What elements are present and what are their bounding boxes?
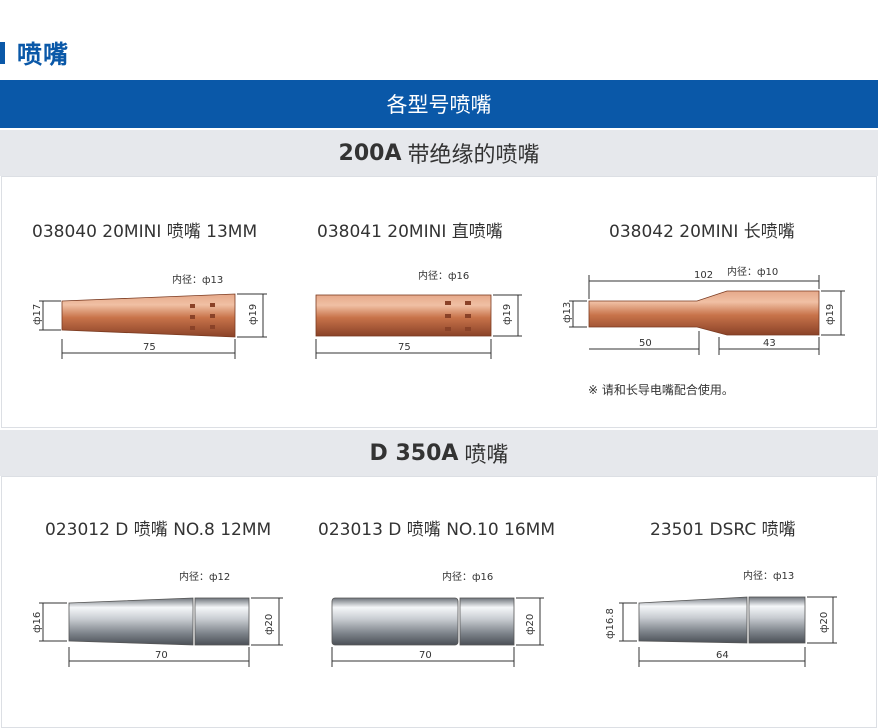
right-diameter-label: ф20 xyxy=(525,614,536,635)
right-diameter-label: ф19 xyxy=(502,304,513,325)
item-title: 023012 D 喷嘴 NO.8 12MM xyxy=(45,520,272,540)
item-title: 023013 D 喷嘴 NO.10 16MM xyxy=(318,520,556,540)
section-title-strong: D 350A xyxy=(369,440,459,466)
nozzle-holes xyxy=(445,301,471,331)
page-title: 喷嘴 xyxy=(17,40,70,69)
section-title-d350a: D 350A 喷嘴 xyxy=(0,430,878,476)
nozzle-body-rear xyxy=(748,596,806,644)
length-label: 64 xyxy=(716,650,729,661)
item-title: 038042 20MINI 长喷嘴 xyxy=(609,222,795,242)
segment1-length-label: 50 xyxy=(639,338,652,349)
nozzle-body xyxy=(61,293,236,338)
section-title-rest: 喷嘴 xyxy=(464,443,509,468)
usage-note: ※ 请和长导电嘴配合使用。 xyxy=(588,383,734,397)
nozzle-drawing-038041: 内径：ф16 ф19 75 xyxy=(315,269,522,359)
total-length-label: 102 xyxy=(694,270,713,281)
nozzle-body-front xyxy=(68,597,194,646)
nozzle-drawing-038040: 内径：ф13 ф17 ф19 75 xyxy=(32,273,267,359)
nozzle-drawing-23501: 内径：ф13 ф16.8 ф20 64 xyxy=(605,569,837,667)
banner-title: 各型号喷嘴 xyxy=(386,93,492,117)
left-diameter-label: ф16.8 xyxy=(605,608,616,639)
length-label: 70 xyxy=(155,650,168,661)
item-title: 038041 20MINI 直喷嘴 xyxy=(317,222,503,242)
nozzle-body-front xyxy=(638,596,748,644)
section-title-rest: 带绝缘的喷嘴 xyxy=(407,143,540,168)
nozzle-body xyxy=(588,290,820,336)
section-title-strong: 200A xyxy=(338,140,402,166)
section-box-d350a: 023012 D 喷嘴 NO.8 12MM 内径：ф12 ф16 ф20 70 … xyxy=(1,476,877,728)
nozzle-drawing-038042: 内径：ф10 102 ф13 ф19 50 43 xyxy=(562,265,845,355)
right-diameter-label: ф20 xyxy=(819,612,830,633)
length-label: 75 xyxy=(143,342,156,353)
nozzle-body-rear xyxy=(459,597,515,646)
left-diameter-label: ф16 xyxy=(32,612,43,633)
left-diameter-label: ф13 xyxy=(562,302,573,323)
nozzle-holes xyxy=(190,303,215,330)
length-label: 70 xyxy=(419,650,432,661)
right-diameter-label: ф19 xyxy=(248,304,259,325)
right-diameter-label: ф19 xyxy=(825,304,836,325)
inner-diameter-label: 内径：ф16 xyxy=(442,570,493,583)
banner-all-models: 各型号喷嘴 xyxy=(0,80,878,128)
heading-accent-bar xyxy=(0,42,5,64)
inner-diameter-label: 内径：ф10 xyxy=(727,265,778,278)
length-label: 75 xyxy=(398,342,411,353)
nozzle-drawing-023013: 内径：ф16 ф20 70 xyxy=(331,570,544,667)
item-title: 038040 20MINI 喷嘴 13MM xyxy=(32,222,258,242)
nozzle-drawing-023012: 内径：ф12 ф16 ф20 70 xyxy=(32,570,283,667)
nozzle-body xyxy=(315,294,492,337)
inner-diameter-label: 内径：ф13 xyxy=(743,569,794,582)
inner-diameter-label: 内径：ф13 xyxy=(172,273,223,286)
item-title: 23501 DSRC 喷嘴 xyxy=(650,520,796,540)
nozzle-body-front xyxy=(331,597,459,646)
nozzle-body-rear xyxy=(194,597,250,646)
inner-diameter-label: 内径：ф12 xyxy=(179,570,230,583)
page-heading: 喷嘴 xyxy=(0,36,69,70)
right-diameter-label: ф20 xyxy=(264,614,275,635)
section-box-200a: 038040 20MINI 喷嘴 13MM 内径：ф13 xyxy=(1,176,877,428)
left-diameter-label: ф17 xyxy=(32,304,43,325)
segment2-length-label: 43 xyxy=(763,338,776,349)
section-title-200a: 200A 带绝缘的喷嘴 xyxy=(0,130,878,176)
inner-diameter-label: 内径：ф16 xyxy=(418,269,469,282)
